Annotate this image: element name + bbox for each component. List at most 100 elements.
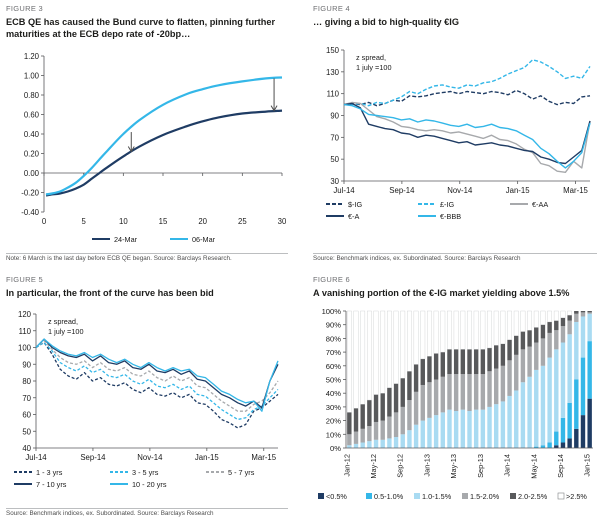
figure-3-title: ECB QE has caused the Bund curve to flat… bbox=[6, 17, 276, 39]
fig5-y-tick-label: 90 bbox=[22, 360, 31, 369]
fig6-bar-segment bbox=[487, 310, 492, 349]
fig5-series-3-5-yrs-line bbox=[35, 341, 279, 421]
fig6-bar-segment bbox=[467, 349, 472, 375]
fig6-legend-label: 2.0-2.5% bbox=[518, 492, 548, 501]
fig4-annotation-line: 1 july =100 bbox=[356, 63, 392, 72]
figure-6-label: FIGURE 6 bbox=[313, 275, 350, 284]
fig6-bar-segment bbox=[447, 310, 452, 350]
fig6-bar-segment bbox=[353, 408, 359, 432]
fig6-legend-swatch bbox=[462, 493, 468, 499]
fig6-bar-segment bbox=[580, 415, 586, 448]
fig6-bar-segment bbox=[347, 434, 352, 446]
fig6-bar-segment bbox=[473, 409, 479, 448]
fig6-bar-segment bbox=[547, 321, 552, 333]
fig6-bar-segment bbox=[440, 376, 445, 413]
fig6-bar-segment bbox=[447, 349, 452, 375]
fig6-legend-swatch bbox=[366, 493, 372, 499]
fig6-bar-segment bbox=[420, 384, 425, 421]
fig4-annotation-line: z spread, bbox=[356, 53, 386, 62]
fig3-y-tick-label: 0.20 bbox=[24, 150, 40, 159]
fig6-bar-segment bbox=[507, 395, 512, 448]
figure-5-rule bbox=[6, 508, 288, 509]
fig6-bar-segment bbox=[393, 412, 399, 438]
fig6-bar-segment bbox=[540, 310, 546, 325]
fig6-bar-segment bbox=[360, 404, 365, 429]
fig6-bar-segment bbox=[574, 311, 579, 314]
fig5-series-7-10-yrs-line bbox=[35, 338, 279, 409]
fig6-bar-segment bbox=[554, 330, 559, 350]
fig6-bar-segment bbox=[353, 310, 359, 409]
fig6-bar-segment bbox=[554, 431, 559, 446]
fig6-bar-segment bbox=[447, 374, 452, 410]
fig4-legend-label: €-BBB bbox=[440, 212, 461, 221]
fig6-bar-segment bbox=[387, 387, 392, 417]
fig6-y-tick-label: 30% bbox=[326, 403, 341, 412]
fig5-y-tick-label: 50 bbox=[22, 427, 31, 436]
fig6-bar-segment bbox=[453, 374, 459, 412]
fig6-bar-segment bbox=[380, 439, 385, 448]
fig4-y-tick-label: 130 bbox=[326, 68, 340, 77]
fig5-y-tick-label: 60 bbox=[22, 411, 31, 420]
figure-3-chart: -0.40 -0.20 0.00 0.20 0.40 0.60 0.80 1.00 1.20 0 5… bbox=[21, 52, 287, 244]
fig4-x-tick-label: Sep-14 bbox=[389, 186, 415, 195]
fig6-bar-segment bbox=[587, 398, 592, 448]
fig5-x-tick-label: Jul-14 bbox=[25, 453, 47, 462]
fig6-bar-segment bbox=[460, 349, 466, 375]
fig4-x-tick-label: Jan-15 bbox=[506, 186, 531, 195]
fig6-x-tick-label: Sep-14 bbox=[556, 454, 565, 478]
fig6-bar-segment bbox=[347, 412, 352, 435]
fig6-bar-segment bbox=[393, 383, 399, 413]
fig6-bar-segment bbox=[480, 409, 486, 448]
fig6-bar-segment bbox=[540, 365, 546, 446]
fig3-series-06-mar-line bbox=[45, 76, 283, 196]
figure-4-rule bbox=[313, 253, 597, 254]
fig6-bar-segment bbox=[513, 310, 519, 336]
fig6-bar-segment bbox=[500, 401, 506, 448]
fig3-x-tick-label: 20 bbox=[198, 217, 207, 226]
fig6-bar-segment bbox=[360, 310, 366, 405]
fig6-y-tick-label: 0% bbox=[330, 444, 341, 453]
fig6-legend-swatch bbox=[414, 493, 420, 499]
fig6-bar-segment bbox=[380, 393, 385, 421]
fig6-bar-segment bbox=[567, 402, 572, 439]
figure-3-note: Note: 6 March is the last day before ECB… bbox=[6, 255, 232, 262]
fig6-legend-label: 1.0-1.5% bbox=[422, 492, 452, 501]
fig6-bar-segment bbox=[520, 349, 526, 383]
fig6-bar-segment bbox=[567, 310, 572, 316]
fig6-bar-segment bbox=[347, 445, 352, 448]
fig6-bar-segment bbox=[407, 371, 412, 401]
fig5-annotation-line: 1 july =100 bbox=[48, 327, 84, 336]
fig6-bar-segment bbox=[400, 406, 405, 435]
fig6-bar-segment bbox=[380, 420, 385, 440]
fig4-series--aa-line bbox=[343, 101, 591, 173]
fig3-arrow-head bbox=[270, 105, 278, 112]
fig5-annotation-line: z spread, bbox=[48, 317, 78, 326]
fig6-bar-segment bbox=[567, 320, 572, 335]
fig4-y-tick-label: 30 bbox=[330, 177, 339, 186]
fig6-bar-segment bbox=[427, 417, 432, 448]
fig3-x-tick-label: 25 bbox=[238, 217, 247, 226]
fig6-bar-segment bbox=[507, 310, 512, 340]
fig3-x-tick-label: 0 bbox=[42, 217, 47, 226]
fig6-bar-segment bbox=[534, 342, 539, 370]
fig6-bar-segment bbox=[527, 310, 532, 331]
fig6-bar-segment bbox=[473, 310, 479, 350]
fig6-bar-segment bbox=[467, 374, 472, 412]
fig6-bar-segment bbox=[507, 339, 512, 361]
fig5-legend-label: 5 - 7 yrs bbox=[228, 468, 255, 477]
fig3-y-tick-label: 1.00 bbox=[24, 72, 40, 81]
fig3-series-24-mar-line bbox=[45, 109, 283, 197]
figure-4-note: Source: Benchmark indices, ex. Subordina… bbox=[313, 255, 521, 262]
fig5-y-tick-label: 120 bbox=[18, 310, 32, 319]
fig6-bar-segment bbox=[433, 379, 439, 416]
fig4-legend-label: £-IG bbox=[440, 200, 455, 209]
fig3-y-tick-label: 0.40 bbox=[24, 130, 40, 139]
fig6-bar-segment bbox=[473, 374, 479, 410]
fig5-y-tick-label: 110 bbox=[19, 327, 32, 336]
fig5-x-tick-label: Jan-15 bbox=[195, 453, 220, 462]
fig6-bar-segment bbox=[440, 412, 445, 448]
fig3-legend-label: 06-Mar bbox=[192, 235, 216, 244]
fig5-y-tick-label: 40 bbox=[22, 444, 31, 453]
fig6-bar-segment bbox=[587, 341, 592, 399]
fig6-y-tick-label: 50% bbox=[326, 376, 341, 385]
